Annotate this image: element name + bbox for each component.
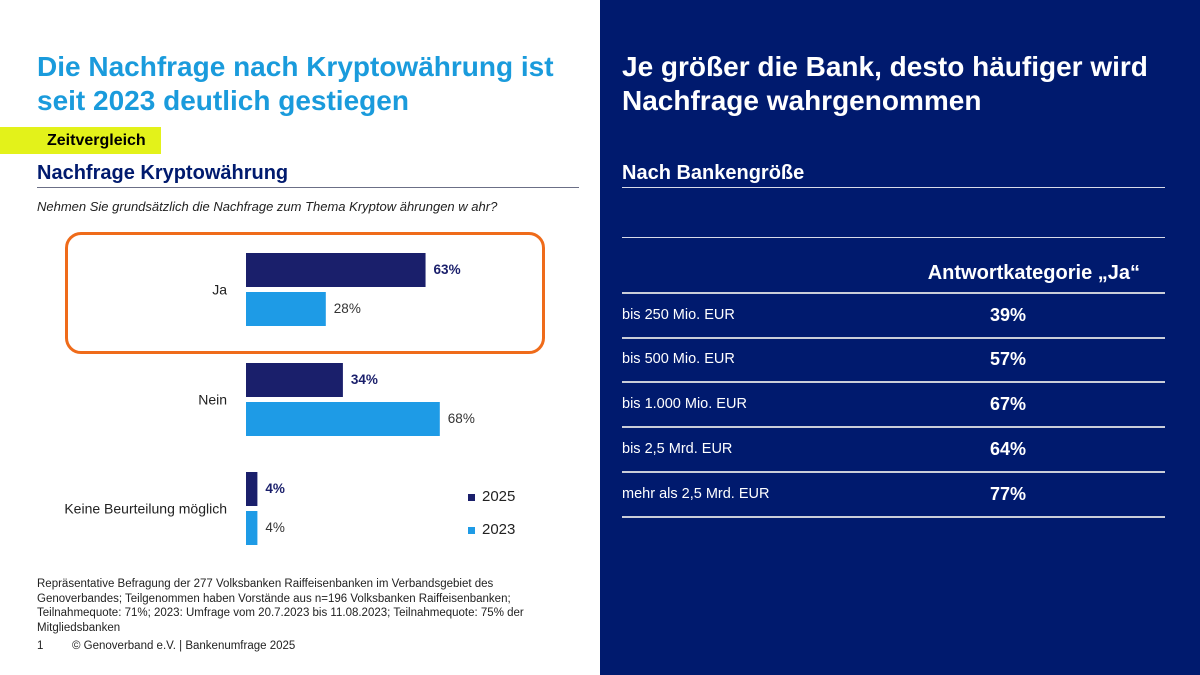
bar-2023	[246, 292, 326, 326]
legend-label: 2023	[482, 521, 515, 538]
category-label: Nein	[198, 392, 227, 408]
data-label: 28%	[334, 301, 361, 316]
category-label: Ja	[212, 282, 227, 298]
legend-swatch	[468, 494, 475, 501]
right-title: Je größer die Bank, desto häufiger wird …	[622, 51, 1148, 116]
data-label: 68%	[448, 411, 475, 426]
row-divider	[622, 381, 1165, 383]
row-label: bis 2,5 Mrd. EUR	[622, 441, 733, 457]
row-divider	[622, 426, 1165, 428]
right-panel: Je größer die Bank, desto häufiger wird …	[600, 0, 1200, 675]
data-label: 4%	[265, 481, 285, 496]
table-column-header: Antwortkategorie „Ja“	[927, 262, 1140, 284]
bar-2025	[246, 253, 426, 287]
bar-2025	[246, 363, 343, 397]
table-row: bis 1.000 Mio. EUR 67%	[622, 384, 1165, 428]
bar-chart: Ja 63% 28% Nein 34% 68% Keine Beurteilung mögl…	[64, 253, 515, 545]
row-label: bis 250 Mio. EUR	[622, 307, 735, 323]
table-row: bis 500 Mio. EUR 57%	[622, 339, 1165, 383]
header-divider	[622, 292, 1165, 294]
bar-2023	[246, 402, 440, 436]
bar-2023	[246, 511, 258, 545]
table-row: mehr als 2,5 Mrd. EUR 77%	[622, 474, 1165, 518]
table-row: bis 2,5 Mrd. EUR 64%	[622, 429, 1165, 473]
row-value: 57%	[990, 349, 1027, 369]
row-divider	[622, 337, 1165, 339]
row-divider	[622, 471, 1165, 473]
right-subtitle: Nach Bankengröße	[622, 162, 805, 184]
category-label: Keine Beurteilung möglich	[64, 501, 227, 517]
row-value: 64%	[990, 439, 1027, 459]
row-value: 77%	[990, 484, 1027, 504]
legend-swatch	[468, 527, 475, 534]
table-row: bis 250 Mio. EUR 39%	[622, 295, 1165, 339]
data-label: 34%	[351, 372, 378, 387]
data-label: 4%	[265, 520, 285, 535]
chart-section-title: Nachfrage Kryptowährung	[37, 162, 289, 184]
footer-text: © Genoverband e.V. | Bankenumfrage 2025	[72, 640, 296, 652]
survey-question: Nehmen Sie grundsätzlich die Nachfrage z…	[37, 199, 498, 214]
table-top-divider	[622, 237, 1165, 238]
row-label: mehr als 2,5 Mrd. EUR	[622, 486, 770, 502]
left-panel: Die Nachfrage nach Kryptowährung ist sei…	[0, 51, 579, 652]
row-value: 67%	[990, 394, 1027, 414]
source-note: Repräsentative Befragung der 277 Volksba…	[37, 578, 524, 634]
data-label: 63%	[434, 262, 461, 277]
subtitle-divider	[622, 187, 1165, 188]
highlight-frame	[65, 232, 545, 354]
row-value: 39%	[990, 305, 1027, 325]
page-number: 1	[37, 640, 44, 652]
section-divider	[37, 187, 579, 188]
bar-2025	[246, 472, 258, 506]
comparison-tag: Zeitvergleich	[0, 127, 161, 154]
row-divider	[622, 516, 1165, 518]
legend-label: 2025	[482, 488, 515, 505]
row-label: bis 500 Mio. EUR	[622, 351, 735, 367]
row-label: bis 1.000 Mio. EUR	[622, 396, 747, 412]
footer: 1 © Genoverband e.V. | Bankenumfrage 2025	[37, 640, 295, 652]
page-title: Die Nachfrage nach Kryptowährung ist sei…	[37, 51, 554, 116]
